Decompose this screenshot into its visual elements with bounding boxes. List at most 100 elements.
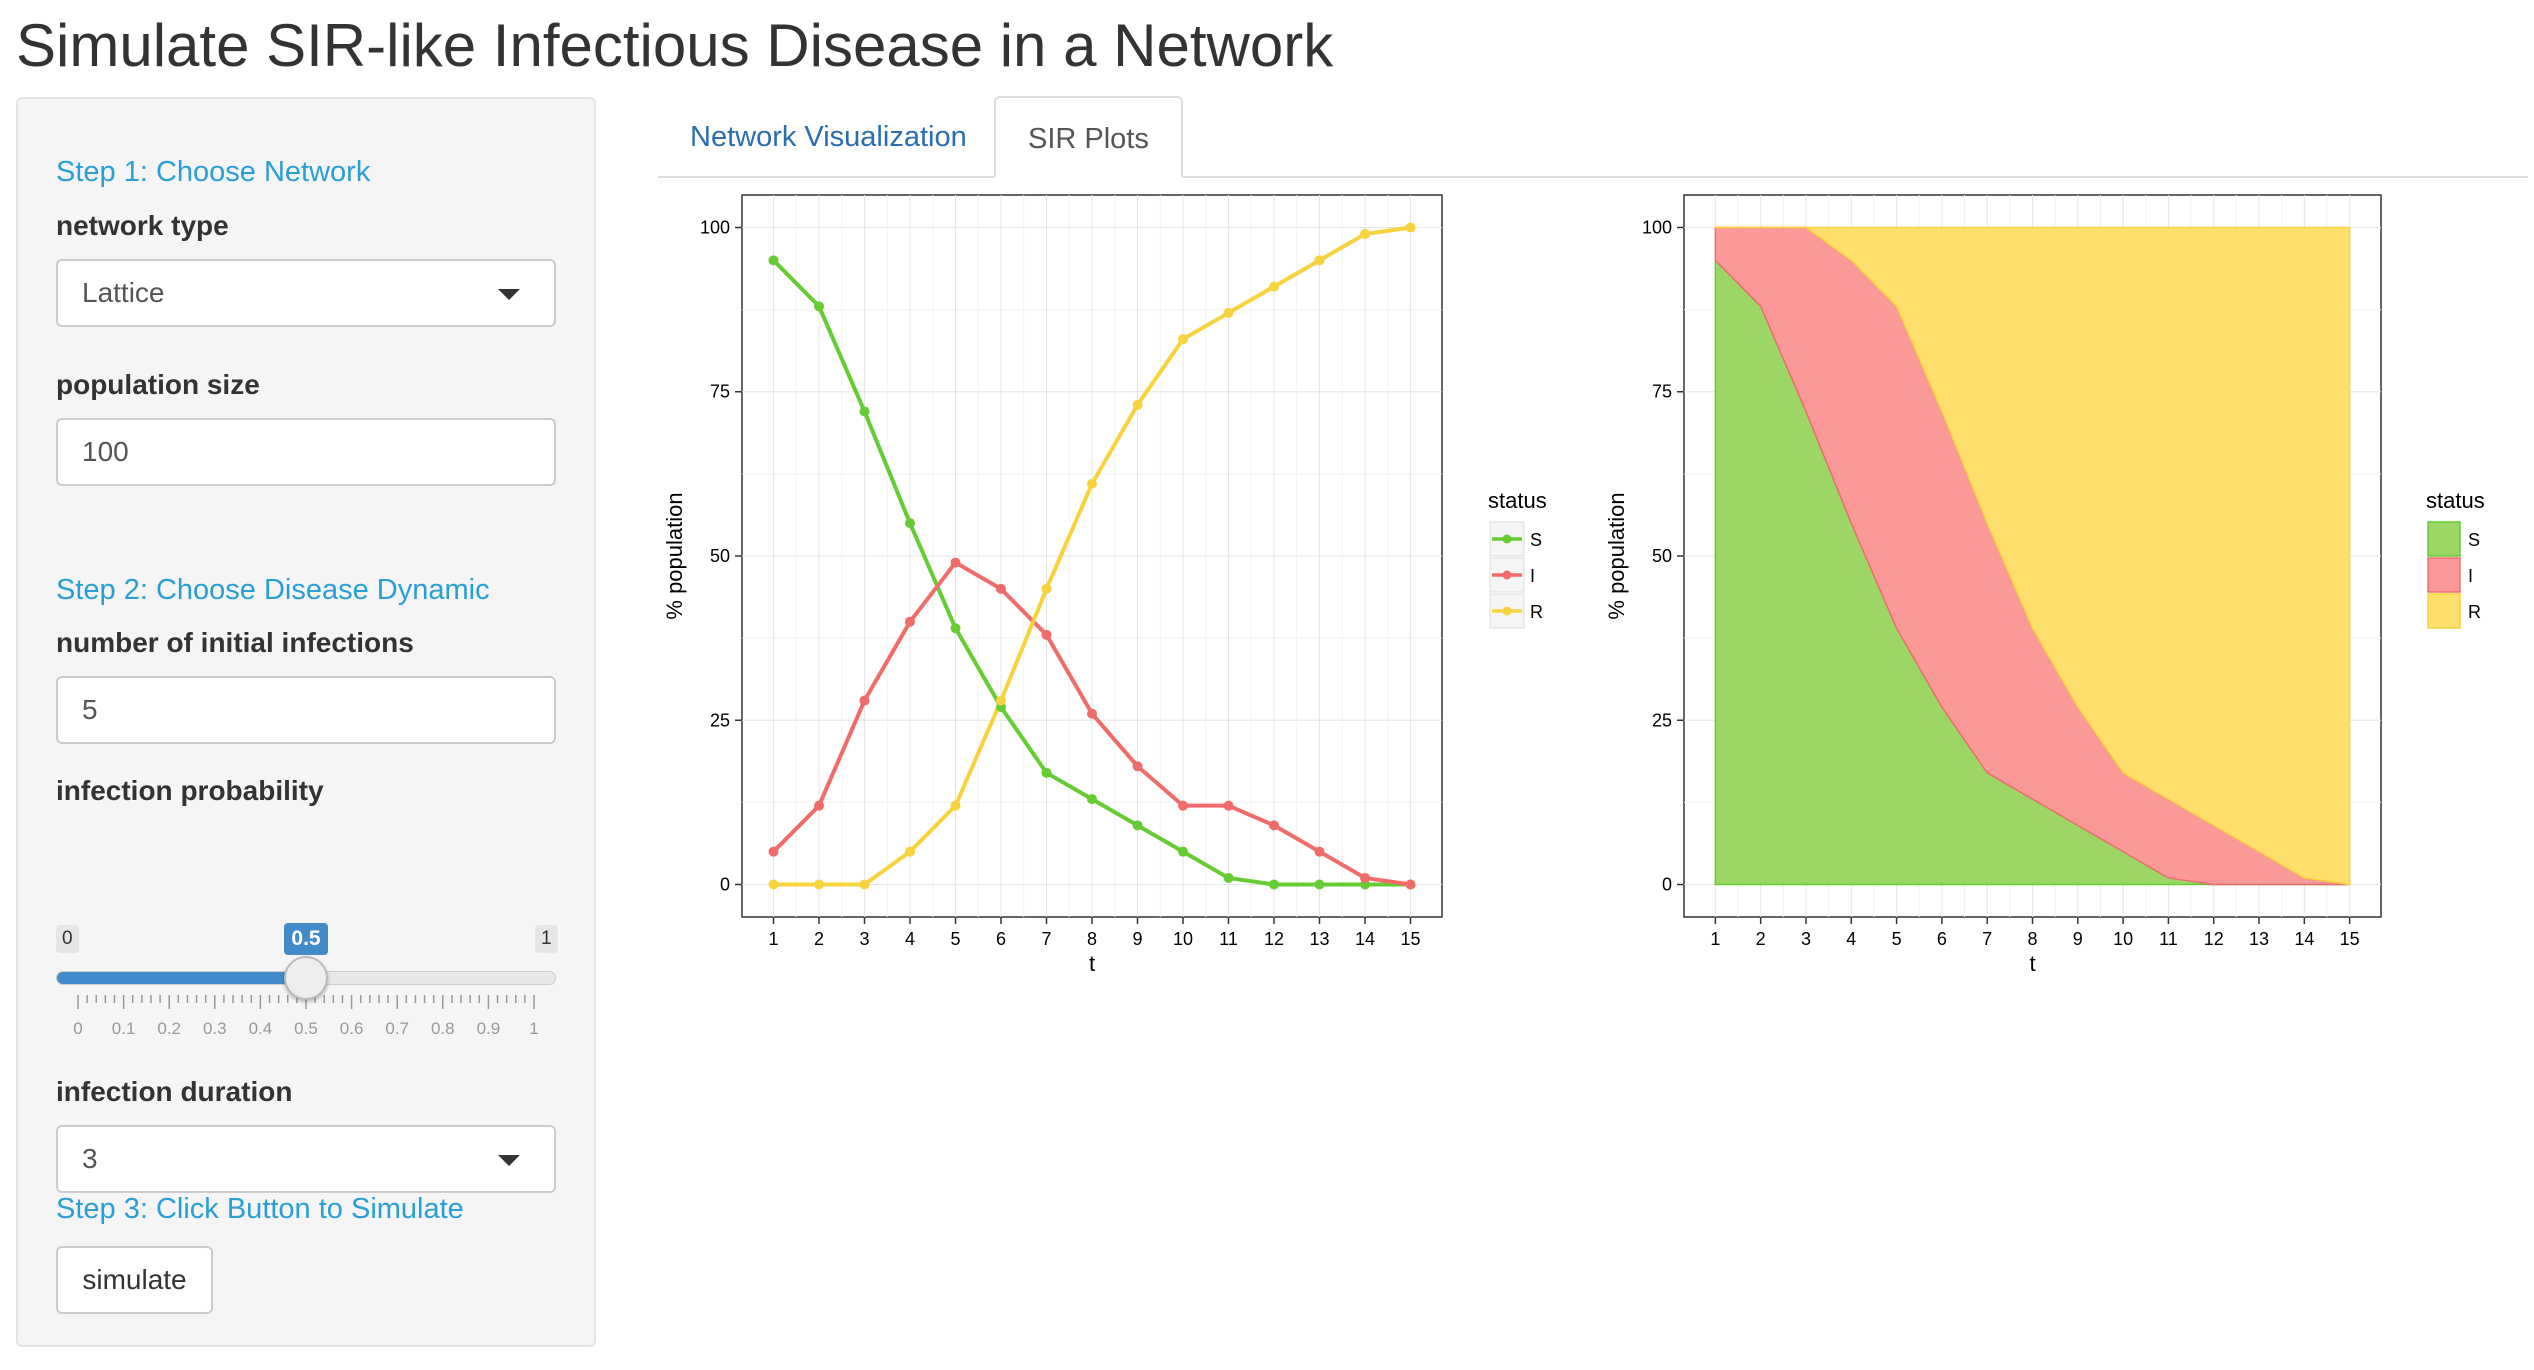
x-tick-label: 15 bbox=[2340, 929, 2360, 949]
point-r bbox=[1087, 478, 1097, 489]
step2-heading: Step 2: Choose Disease Dynamic bbox=[56, 574, 490, 606]
slider-grid: 0 0.1 0.2 0.3 0.4 0.5 0.6 0.7 0.8 0.9 1 bbox=[73, 995, 539, 1038]
point-i bbox=[1178, 800, 1188, 811]
y-tick-label: 50 bbox=[710, 546, 730, 566]
point-i bbox=[1405, 879, 1416, 890]
x-tick-label: 5 bbox=[950, 929, 960, 949]
y-tick-label: 100 bbox=[700, 217, 730, 237]
slider-tick-label: 0.1 bbox=[112, 1019, 136, 1038]
slider-tick-label: 0.4 bbox=[249, 1019, 273, 1038]
point-r bbox=[950, 800, 961, 811]
legend-label-s: S bbox=[1530, 530, 1542, 550]
legend-key-r bbox=[2427, 593, 2461, 629]
slider-handle[interactable] bbox=[284, 956, 328, 1000]
x-tick-label: 8 bbox=[1087, 929, 1097, 949]
y-tick-label: 0 bbox=[1662, 875, 1672, 895]
x-tick-label: 5 bbox=[1892, 929, 1902, 949]
y-tick-label: 25 bbox=[710, 710, 730, 730]
y-tick-label: 25 bbox=[1652, 710, 1672, 730]
point-r bbox=[1223, 307, 1234, 318]
y-tick-label: 100 bbox=[1642, 217, 1672, 237]
x-tick-label: 1 bbox=[768, 929, 778, 949]
point-r bbox=[1178, 334, 1188, 345]
x-tick-label: 6 bbox=[1937, 929, 1947, 949]
simulate-button[interactable]: simulate bbox=[56, 1246, 213, 1314]
x-tick-label: 11 bbox=[1219, 929, 1238, 949]
x-tick-label: 6 bbox=[996, 929, 1006, 949]
network-type-select[interactable]: Lattice bbox=[56, 259, 556, 327]
point-s bbox=[768, 255, 779, 266]
point-r bbox=[1269, 281, 1279, 292]
point-s bbox=[1178, 846, 1188, 857]
tab-network-visualization[interactable]: Network Visualization bbox=[690, 121, 967, 153]
y-tick-label: 0 bbox=[720, 875, 730, 895]
initial-infections-input[interactable]: 5 bbox=[56, 676, 556, 744]
x-tick-label: 12 bbox=[1264, 929, 1284, 949]
population-size-input[interactable]: 100 bbox=[56, 418, 556, 486]
legend-key-s bbox=[2427, 521, 2461, 557]
slider-min-label: 0 bbox=[56, 925, 79, 953]
infection-duration-select[interactable]: 3 bbox=[56, 1125, 556, 1193]
tab-sir-plots[interactable]: SIR Plots bbox=[994, 96, 1183, 178]
point-s bbox=[1314, 879, 1325, 890]
network-type-label: network type bbox=[56, 210, 229, 241]
y-axis-label: % population bbox=[1604, 492, 1629, 619]
x-tick-label: 12 bbox=[2204, 929, 2224, 949]
slider-tick-label: 0.9 bbox=[477, 1019, 501, 1038]
point-i bbox=[1041, 629, 1052, 640]
initial-infections-value: 5 bbox=[82, 694, 98, 725]
legend-label-r: R bbox=[2468, 602, 2481, 622]
legend-key-point bbox=[1502, 606, 1512, 616]
step3-heading: Step 3: Click Button to Simulate bbox=[56, 1193, 464, 1225]
slider-tick-label: 0 bbox=[73, 1019, 82, 1038]
x-tick-label: 3 bbox=[859, 929, 869, 949]
initial-infections-label: number of initial infections bbox=[56, 627, 414, 658]
x-tick-label: 7 bbox=[1041, 929, 1051, 949]
point-i bbox=[905, 616, 915, 627]
point-i bbox=[1132, 761, 1143, 772]
slider-tick-label: 0.8 bbox=[431, 1019, 455, 1038]
caret-down-icon bbox=[498, 289, 520, 300]
point-i bbox=[1087, 708, 1097, 719]
legend-label-i: I bbox=[1530, 566, 1535, 586]
step1-heading: Step 1: Choose Network bbox=[56, 156, 371, 188]
x-tick-label: 13 bbox=[1309, 929, 1329, 949]
point-i bbox=[1314, 846, 1325, 857]
point-s bbox=[1087, 794, 1097, 805]
point-s bbox=[950, 623, 961, 634]
x-tick-label: 10 bbox=[2113, 929, 2133, 949]
point-r bbox=[996, 695, 1006, 706]
slider-tick-label: 0.6 bbox=[340, 1019, 364, 1038]
y-tick-label: 50 bbox=[1652, 546, 1672, 566]
population-size-value: 100 bbox=[82, 436, 129, 467]
legend-label-s: S bbox=[2468, 530, 2480, 550]
legend-label-r: R bbox=[1530, 602, 1543, 622]
slider-max-label: 1 bbox=[535, 925, 558, 953]
point-r bbox=[1360, 229, 1370, 240]
point-r bbox=[1314, 255, 1325, 266]
legend-title: status bbox=[2426, 488, 2485, 513]
infection-probability-label: infection probability bbox=[56, 775, 324, 806]
page-title: Simulate SIR-like Infectious Disease in … bbox=[16, 12, 1334, 79]
caret-down-icon bbox=[498, 1155, 520, 1166]
x-tick-label: 2 bbox=[1756, 929, 1766, 949]
legend-label-i: I bbox=[2468, 566, 2473, 586]
x-tick-label: 15 bbox=[1400, 929, 1420, 949]
slider-tick-label: 0.7 bbox=[385, 1019, 409, 1038]
point-i bbox=[1360, 872, 1370, 883]
area-r bbox=[1714, 226, 2351, 886]
point-r bbox=[814, 879, 824, 890]
point-i bbox=[814, 800, 824, 811]
point-r bbox=[768, 879, 779, 890]
slider-tick-label: 0.3 bbox=[203, 1019, 227, 1038]
point-s bbox=[1041, 767, 1052, 778]
x-tick-label: 7 bbox=[1982, 929, 1992, 949]
point-i bbox=[859, 695, 870, 706]
y-tick-label: 75 bbox=[710, 382, 730, 402]
point-s bbox=[1132, 820, 1143, 831]
legend-key-i bbox=[2427, 557, 2461, 593]
x-tick-label: 11 bbox=[2159, 929, 2178, 949]
slider-fill bbox=[57, 972, 307, 984]
x-axis-label: t bbox=[1089, 951, 1095, 976]
